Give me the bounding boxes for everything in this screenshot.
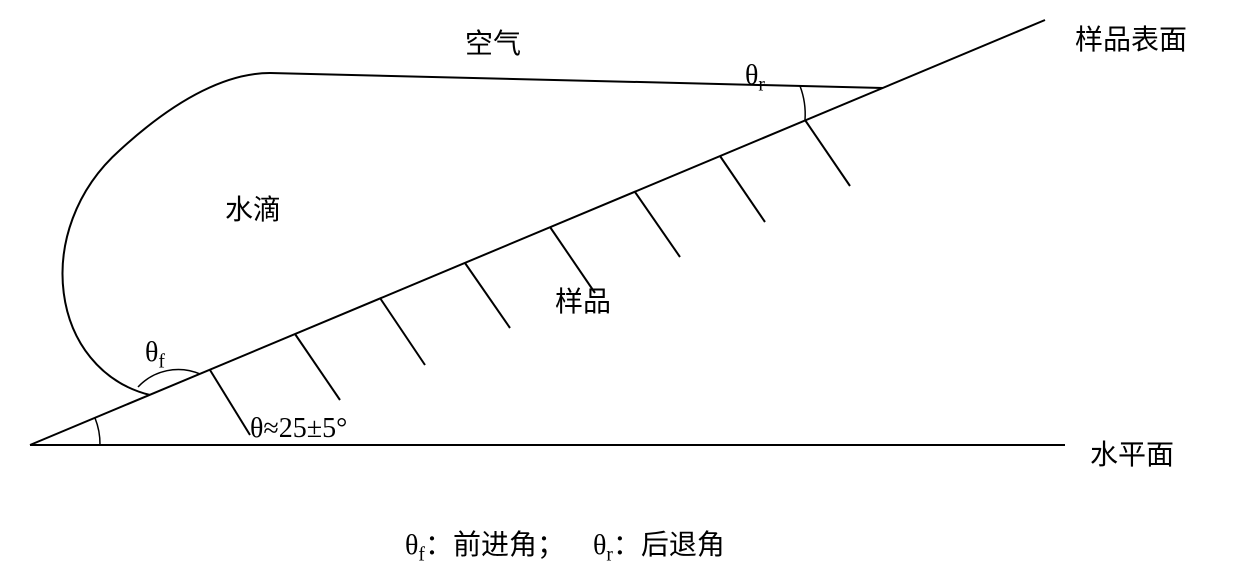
diagram-svg	[0, 0, 1239, 575]
theta-r-label: θr	[745, 60, 765, 97]
droplet-label: 水滴	[225, 188, 281, 228]
theta-r-arc	[800, 86, 805, 120]
air-label: 空气	[465, 22, 521, 62]
sample-surface-label: 样品表面	[1075, 18, 1187, 58]
droplet-curve	[63, 73, 270, 395]
hatches	[210, 120, 850, 435]
horizontal-plane-label: 水平面	[1090, 433, 1174, 473]
theta-f-label: θf	[145, 337, 165, 374]
droplet-top-line	[270, 73, 883, 88]
tilt-angle-label: θ≈25±5°	[250, 413, 347, 445]
base-angle-arc	[95, 418, 100, 445]
sample-label: 样品	[555, 280, 611, 320]
incline-line	[30, 20, 1045, 445]
legend-label: θf：前进角； θr：后退角	[405, 523, 725, 567]
